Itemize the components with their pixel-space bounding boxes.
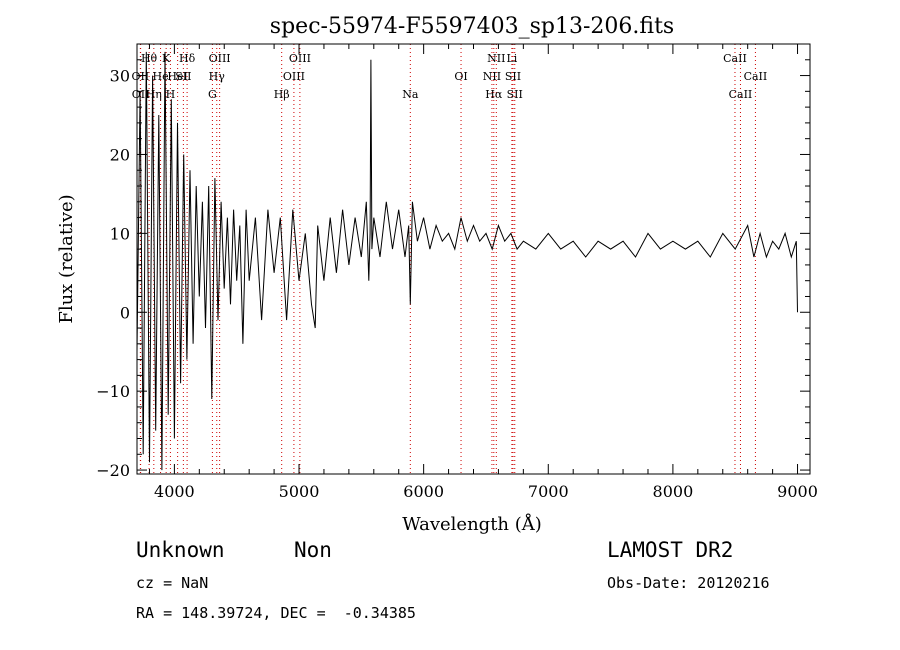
line-label: NII bbox=[487, 52, 505, 65]
y-tick-label: 10 bbox=[110, 224, 130, 243]
subclass-label: Non bbox=[294, 538, 332, 562]
line-label: OIII bbox=[209, 52, 231, 65]
line-label: CaII bbox=[723, 52, 747, 65]
y-tick-label: −20 bbox=[96, 461, 130, 480]
line-label: Hα bbox=[485, 88, 503, 101]
x-tick-label: 4000 bbox=[154, 482, 195, 501]
obs-date-label: Obs-Date: 20120216 bbox=[607, 574, 770, 592]
y-tick-label: 30 bbox=[110, 67, 130, 86]
x-tick-label: 8000 bbox=[653, 482, 694, 501]
line-label: SII bbox=[505, 70, 521, 83]
x-tick-label: 7000 bbox=[528, 482, 569, 501]
line-label: G bbox=[208, 88, 217, 101]
line-label: OII bbox=[132, 88, 150, 101]
line-label: NII bbox=[483, 70, 501, 83]
line-label: K bbox=[162, 52, 171, 65]
line-label: Hθ bbox=[141, 52, 158, 65]
line-markers bbox=[139, 44, 756, 474]
line-label: OIII bbox=[283, 70, 305, 83]
y-tick-label: −10 bbox=[96, 382, 130, 401]
line-label: CaII bbox=[744, 70, 768, 83]
class-label: Unknown bbox=[136, 538, 225, 562]
line-label: Hβ bbox=[274, 88, 290, 101]
line-label: H bbox=[166, 88, 176, 101]
chart-title: spec-55974-F5597403_sp13-206.fits bbox=[270, 14, 674, 39]
coordinates-label: RA = 148.39724, DEC = -0.34385 bbox=[136, 604, 416, 622]
x-axis-label: Wavelength (Å) bbox=[402, 513, 542, 535]
line-label: Li bbox=[506, 52, 517, 65]
x-tick-label: 5000 bbox=[279, 482, 320, 501]
y-axis-label: Flux (relative) bbox=[56, 194, 77, 323]
line-label: HeI bbox=[167, 70, 187, 83]
axis-ticks: 4000 5000 6000 7000 8000 9000 −20 −10 0 10 20 30 bbox=[96, 44, 818, 501]
line-label: OII bbox=[132, 70, 150, 83]
line-label: SII bbox=[507, 88, 523, 101]
line-label: Hγ bbox=[209, 70, 226, 83]
y-tick-label: 20 bbox=[110, 145, 130, 164]
line-label: CaII bbox=[729, 88, 753, 101]
line-label: He bbox=[153, 70, 169, 83]
line-label: OIII bbox=[289, 52, 311, 65]
survey-label: LAMOST DR2 bbox=[607, 538, 734, 562]
line-label: Na bbox=[402, 88, 419, 101]
x-tick-label: 9000 bbox=[777, 482, 818, 501]
line-label: SII bbox=[175, 70, 191, 83]
line-label: Hη bbox=[146, 88, 162, 101]
x-tick-label: 6000 bbox=[403, 482, 444, 501]
line-label: Hδ bbox=[179, 52, 196, 65]
spectrum-series-line bbox=[136, 51, 798, 471]
line-label: OI bbox=[454, 70, 467, 83]
redshift-label: cz = NaN bbox=[136, 574, 209, 592]
y-tick-label: 0 bbox=[120, 303, 130, 322]
